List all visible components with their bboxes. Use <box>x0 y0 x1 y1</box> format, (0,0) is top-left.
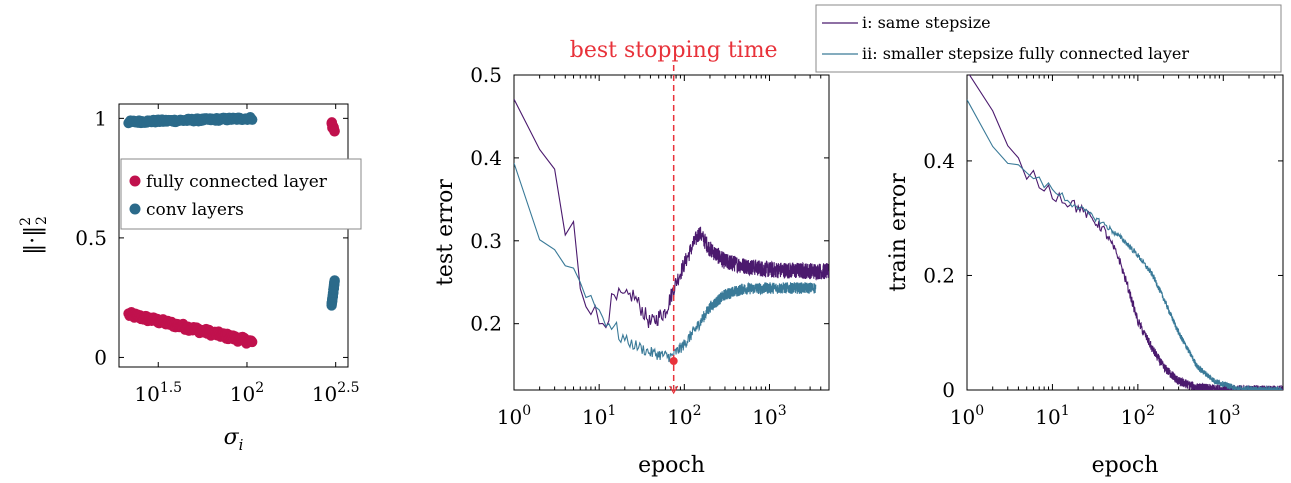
x-tick-label-base: 10 <box>230 382 255 406</box>
legend-box <box>815 4 1282 73</box>
legend-marker <box>129 203 141 215</box>
x-tick-label-base: 10 <box>752 405 777 429</box>
x-tick-label-base: 10 <box>667 405 692 429</box>
x-tick-label-base: 10 <box>1035 405 1060 429</box>
x-tick-label: 100 <box>497 403 531 429</box>
x-tick-label: 102 <box>1121 403 1155 429</box>
y-tick-label: 0.4 <box>470 146 502 170</box>
x-tick-label-base: 10 <box>312 382 337 406</box>
x-axis-label: epoch <box>638 453 705 478</box>
legend: i: same stepsize ii: smaller stepsize ful… <box>815 4 1282 73</box>
y-tick-label: 0.2 <box>923 263 955 287</box>
x-tick-label: 102 <box>667 403 701 429</box>
series-line <box>968 75 1283 390</box>
data-point <box>329 126 340 137</box>
x-tick-label-base: 10 <box>1121 405 1146 429</box>
x-tick-label-exp: 2 <box>255 380 264 396</box>
x-tick-label-base: 10 <box>950 405 975 429</box>
y-tick-label: 0.5 <box>75 226 107 250</box>
data-point <box>329 275 340 286</box>
best-stop-label: best stopping time <box>570 38 778 63</box>
legend-marker <box>129 175 141 187</box>
x-tick-label-exp: 2 <box>693 403 702 419</box>
plot-frame <box>513 74 830 391</box>
plot-frame <box>966 74 1284 391</box>
x-tick-label: 102.5 <box>312 380 360 406</box>
plot-frame <box>118 103 349 368</box>
x-tick-label-exp: 2 <box>1146 403 1155 419</box>
y-axis-label-sub: 2 <box>34 216 50 225</box>
y-tick-label: 1 <box>94 106 107 130</box>
legend-label: fully connected layer <box>146 172 328 192</box>
x-tick-label: 101 <box>582 403 616 429</box>
x-tick-label-exp: 0 <box>975 403 984 419</box>
legend-label: ii: smaller stepsize fully connected lay… <box>862 44 1189 63</box>
x-tick-label-base: 10 <box>497 405 522 429</box>
x-tick-label-base: 10 <box>582 405 607 429</box>
data-point <box>246 114 258 125</box>
x-tick-label: 103 <box>752 403 786 429</box>
y-tick-label: 0.4 <box>923 149 955 173</box>
x-tick-label-exp: 1 <box>1061 403 1070 419</box>
best-stop-arrow <box>669 385 679 395</box>
x-tick-label-exp: 2.5 <box>337 380 359 396</box>
x-axis-label: σi <box>224 425 244 454</box>
y-tick-label: 0.5 <box>470 63 502 87</box>
x-tick-label-exp: 1.5 <box>160 380 182 396</box>
x-tick-label: 103 <box>1206 403 1240 429</box>
legend-label: conv layers <box>146 200 244 220</box>
series-line <box>967 99 1283 390</box>
x-tick-label-base: 10 <box>134 382 159 406</box>
best-stop-marker <box>669 356 678 365</box>
y-tick-label: 0 <box>942 378 955 402</box>
x-axis-label-sub: i <box>239 436 244 454</box>
series-line <box>514 162 817 363</box>
x-tick-label-exp: 1 <box>607 403 616 419</box>
y-axis-label: test error <box>433 179 458 286</box>
series-line <box>514 98 829 329</box>
x-tick-label-exp: 0 <box>522 403 531 419</box>
y-tick-label: 0.2 <box>470 312 502 336</box>
x-tick-label: 102 <box>230 380 264 406</box>
y-axis-label: ‖·‖22 <box>18 216 50 255</box>
x-tick-label-base: 10 <box>1206 405 1231 429</box>
y-tick-label: 0 <box>94 345 107 369</box>
x-tick-label-exp: 3 <box>1232 403 1241 419</box>
y-tick-label: 0.3 <box>470 229 502 253</box>
y-axis-label-sup: 2 <box>18 217 34 226</box>
x-tick-label: 101.5 <box>134 380 182 406</box>
data-point <box>246 336 258 348</box>
x-tick-label: 100 <box>950 403 984 429</box>
legend-label: i: same stepsize <box>862 13 991 32</box>
legend: fully connected layer conv layers <box>120 158 362 230</box>
x-tick-label-exp: 3 <box>778 403 787 419</box>
y-axis-label: train error <box>886 173 911 292</box>
x-tick-label: 101 <box>1035 403 1069 429</box>
legend-box <box>120 158 362 230</box>
x-axis-label: epoch <box>1092 453 1159 478</box>
